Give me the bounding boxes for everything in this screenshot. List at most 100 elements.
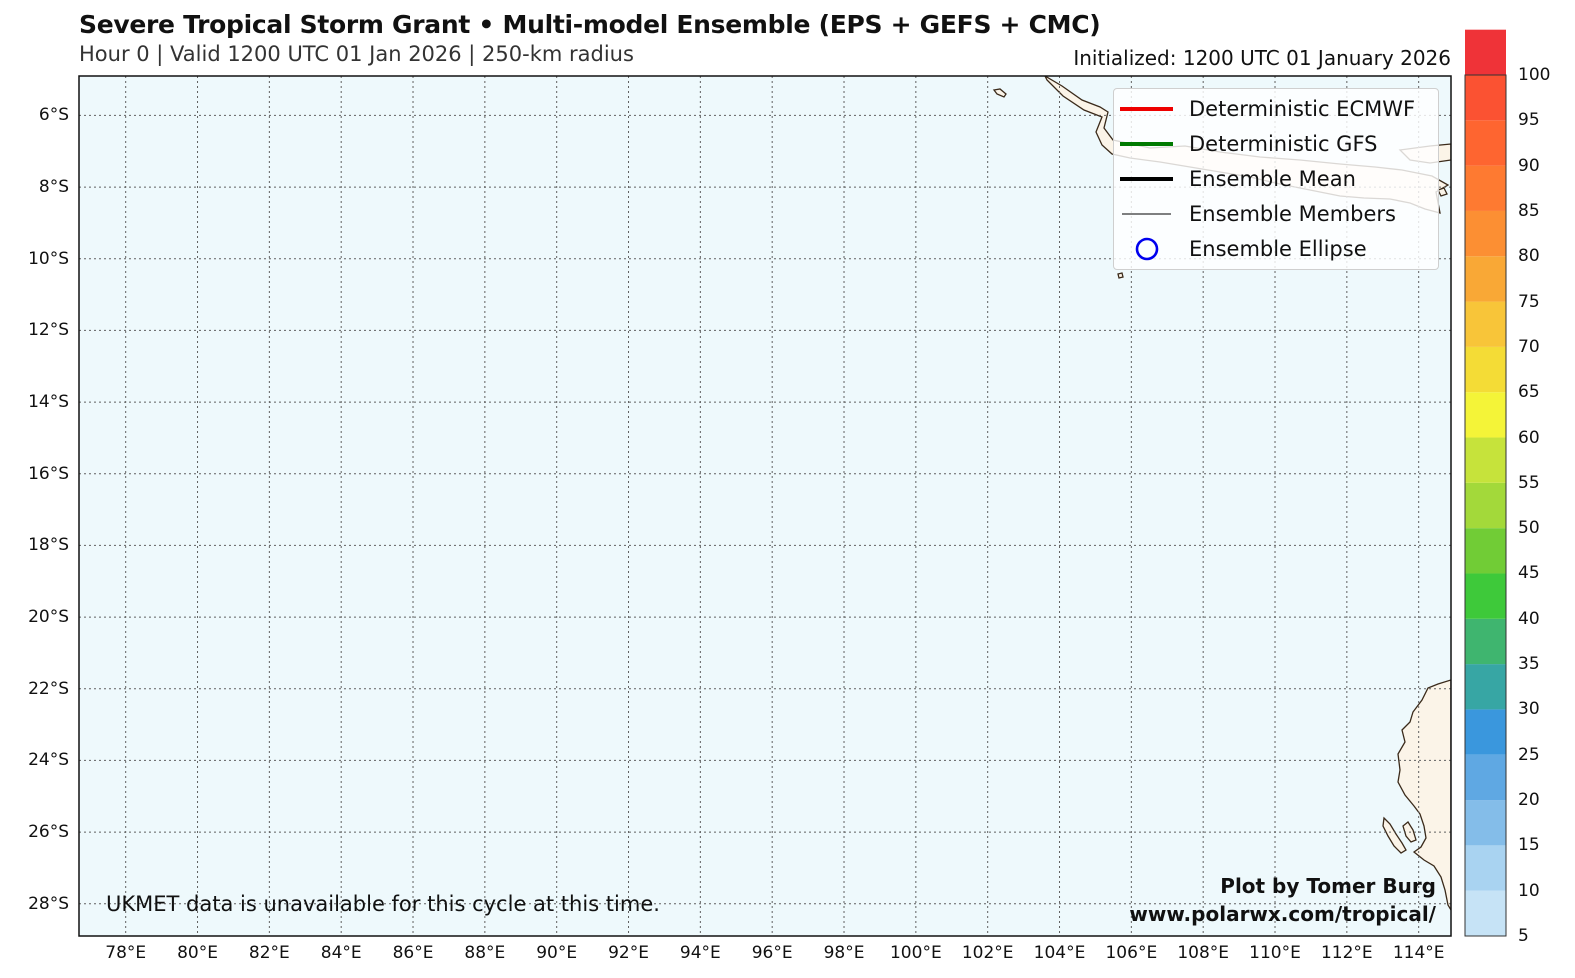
legend-label-ensemble-mean: Ensemble Mean [1189,167,1356,191]
land-island-small-3 [1437,187,1448,197]
colorbar-tick-label: 30 [1518,699,1540,720]
lat-tick-label: 26°S [28,822,69,843]
lat-tick-label: 10°S [28,248,69,269]
colorbar-tick-label: 5 [1518,926,1529,946]
colorbar-segment [1465,845,1506,891]
legend-label-gfs: Deterministic GFS [1189,132,1378,156]
lon-tick-label: 106°E [1105,943,1158,963]
colorbar-tick-label: 60 [1518,427,1540,448]
colorbar-segment [1465,346,1506,393]
colorbar-segment [1465,754,1506,801]
lat-tick-label: 14°S [28,392,69,413]
lon-tick-label: 90°E [536,943,578,963]
lon-tick-label: 98°E [823,943,865,963]
lon-tick-label: 84°E [320,943,362,963]
lat-tick-label: 12°S [28,320,69,341]
lon-tick-label: 110°E [1249,943,1301,963]
colorbar-segment [1465,120,1506,166]
colorbar-segment [1465,301,1506,347]
colorbar-segment [1465,392,1506,438]
legend-label-ensemble-ellipse: Ensemble Ellipse [1189,237,1367,261]
colorbar-tick-label: 35 [1518,654,1540,675]
colorbar-tick-label: 100 [1518,65,1551,85]
lon-tick-label: 100°E [889,943,942,963]
legend-swatch-gfs [1120,142,1173,146]
legend-swatch-ensemble-members [1122,213,1171,215]
land-shark-bay-peninsula [1382,816,1407,854]
lon-tick-label: 82°E [248,943,290,963]
colorbar-segment [1465,664,1506,710]
colorbar-tick-label: 95 [1518,110,1540,131]
lon-tick-label: 92°E [608,943,649,963]
colorbar-segment [1465,618,1506,665]
chart-subtitle: Hour 0 | Valid 1200 UTC 01 Jan 2026 | 25… [79,42,634,66]
colorbar-tick-label: 40 [1518,608,1540,629]
legend-swatch-ensemble-ellipse [1135,237,1159,261]
legend-swatch-ecmwf [1120,107,1173,111]
colorbar-tick-label: 45 [1518,563,1540,584]
colorbar-tick-label: 85 [1518,200,1540,221]
legend-label-ensemble-members: Ensemble Members [1189,202,1396,226]
lon-tick-label: 80°E [177,943,218,963]
colorbar-tick-label: 15 [1518,835,1540,856]
colorbar-tick-label: 80 [1518,246,1540,267]
lon-tick-label: 78°E [105,943,147,963]
colorbar-segment [1465,29,1506,75]
colorbar-segment [1465,573,1506,619]
colorbar-segment [1465,165,1506,211]
ukmet-note: UKMET data is unavailable for this cycle… [106,892,660,916]
lon-tick-label: 114°E [1392,943,1445,963]
colorbar-tick-label: 20 [1518,790,1540,811]
land-island-small-1 [992,88,1007,98]
lat-tick-label: 24°S [28,750,69,771]
legend-item-gfs: Deterministic GFS [1114,127,1438,162]
lon-tick-label: 94°E [679,943,721,963]
colorbar-segment [1465,482,1506,529]
legend: Deterministic ECMWF Deterministic GFS En… [1113,88,1439,270]
legend-item-ensemble-members: Ensemble Members [1114,197,1438,232]
colorbar-segment [1465,800,1506,846]
lat-tick-label: 16°S [28,463,69,484]
colorbar-frame [1464,74,1507,937]
lon-tick-label: 112°E [1320,943,1373,963]
lon-tick-label: 104°E [1033,943,1086,963]
lon-tick-label: 88°E [464,943,506,963]
colorbar-segment [1465,709,1506,755]
colorbar-tick-label: 90 [1518,155,1540,176]
map-frame [78,75,1452,937]
lon-tick-label: 96°E [751,943,793,963]
lon-tick-label: 108°E [1177,943,1230,963]
lon-tick-label: 86°E [392,943,434,963]
colorbar-tick-label: 70 [1518,336,1540,357]
land-western-australia [1397,679,1451,912]
legend-item-ecmwf: Deterministic ECMWF [1114,92,1438,127]
graticule [79,76,1451,936]
lat-tick-label: 20°S [28,607,69,628]
website-credit: www.polarwx.com/tropical/ [1129,902,1436,926]
plot-credit: Plot by Tomer Burg [1220,874,1436,898]
colorbar [1465,29,1506,936]
colorbar-tick-label: 65 [1518,382,1540,403]
colorbar-tick-label: 50 [1518,518,1540,539]
colorbar-tick-label: 10 [1518,880,1540,901]
lat-tick-label: 8°S [38,177,69,198]
legend-item-ensemble-ellipse: Ensemble Ellipse [1114,232,1438,267]
colorbar-segment [1465,256,1506,302]
land-island-small-2 [1117,272,1124,279]
legend-swatch-ensemble-mean [1120,177,1173,181]
lat-tick-label: 18°S [28,535,69,556]
colorbar-segment [1465,890,1506,936]
lat-tick-label: 22°S [28,678,69,699]
colorbar-segment [1465,437,1506,483]
colorbar-segment [1465,75,1506,121]
lat-tick-label: 28°S [28,893,69,914]
legend-label-ecmwf: Deterministic ECMWF [1189,97,1416,121]
colorbar-segment [1465,528,1506,574]
lat-tick-label: 6°S [38,105,69,126]
legend-item-ensemble-mean: Ensemble Mean [1114,162,1438,197]
colorbar-tick-label: 25 [1518,744,1540,765]
colorbar-segment [1465,210,1506,257]
chart-title: Severe Tropical Storm Grant • Multi-mode… [79,10,1101,39]
colorbar-tick-label: 75 [1518,291,1540,312]
colorbar-tick-label: 55 [1518,472,1540,493]
